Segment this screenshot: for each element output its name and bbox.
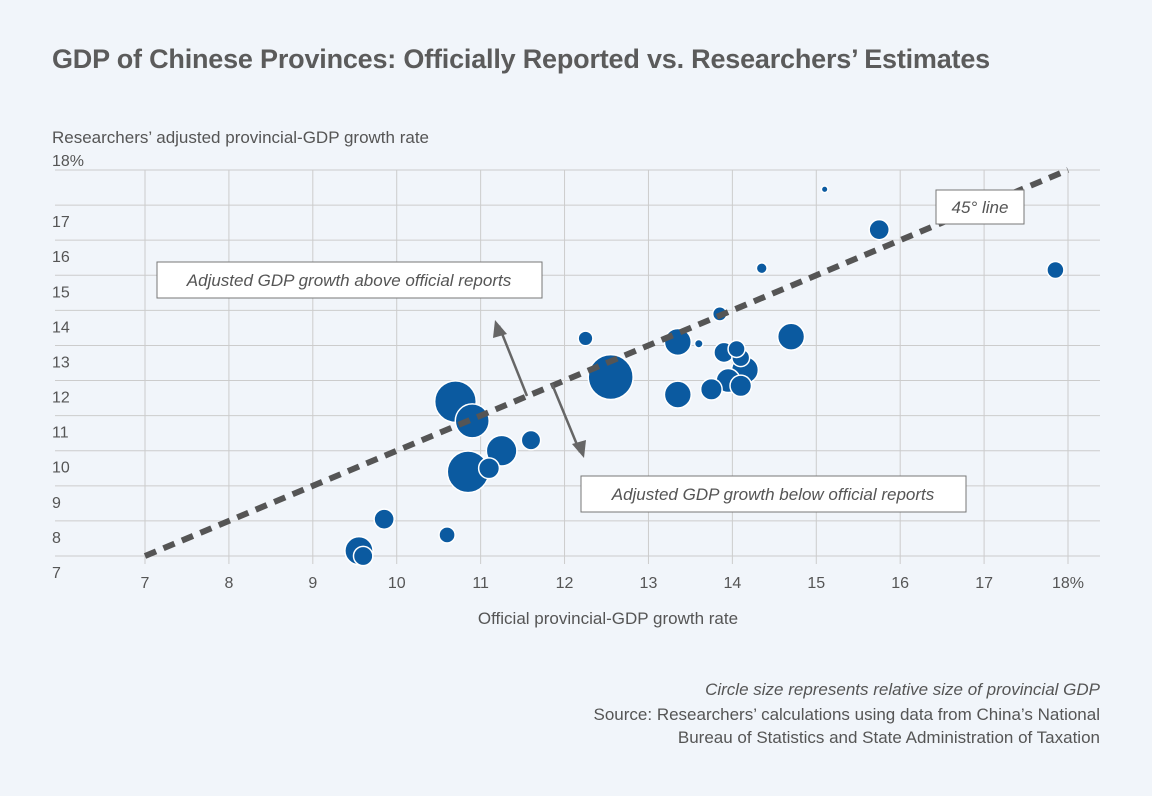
chart-title: GDP of Chinese Provinces: Officially Rep… (52, 44, 990, 74)
y-axis-label: Researchers’ adjusted provincial-GDP gro… (52, 128, 429, 147)
y-tick-label: 9 (52, 495, 61, 512)
annotation-above: Adjusted GDP growth above official repor… (156, 261, 543, 299)
y-tick-label: 18% (52, 153, 84, 170)
diagonal-label: 45° line (935, 189, 1025, 225)
y-tick-label: 8 (52, 530, 61, 547)
y-tick-label: 11 (52, 425, 69, 442)
y-tick-label: 12 (52, 390, 70, 407)
arrow-down-head (572, 440, 586, 458)
tick-labels: 7 8 9 10 11 12 13 14 15 16 17 18% 7 8 9 10 11 12 13 14 15 16 1… (52, 153, 1084, 592)
data-point (663, 380, 692, 409)
annotation-below: Adjusted GDP growth below official repor… (580, 475, 967, 513)
data-point (1046, 260, 1065, 280)
data-point (868, 218, 890, 241)
annotation-above-box (156, 261, 543, 299)
x-axis-label: Official provincial-GDP growth rate (478, 609, 738, 628)
y-tick-label: 16 (52, 249, 70, 266)
x-tick-label: 13 (640, 575, 658, 592)
data-point (729, 374, 753, 398)
x-tick-label: 9 (308, 575, 317, 592)
data-point (727, 339, 746, 359)
y-tick-label: 10 (52, 460, 70, 477)
x-tick-label: 18% (1052, 575, 1084, 592)
data-point (755, 262, 768, 275)
data-point (520, 429, 542, 451)
y-tick-label: 13 (52, 354, 70, 371)
x-tick-label: 7 (141, 575, 150, 592)
data-point (663, 327, 692, 357)
data-point (438, 526, 456, 544)
arrow-down-shaft (550, 383, 582, 453)
data-point (820, 185, 829, 194)
data-point (373, 508, 395, 530)
x-tick-label: 16 (891, 575, 909, 592)
45-degree-line (143, 167, 1070, 559)
source-line-2: Bureau of Statistics and State Administr… (677, 728, 1100, 747)
data-point (587, 353, 634, 401)
data-point (693, 338, 704, 349)
annotation-above-text: Adjusted GDP growth above official repor… (186, 271, 512, 290)
x-tick-label: 17 (975, 575, 993, 592)
data-point (776, 322, 806, 351)
y-tick-label: 17 (52, 214, 70, 231)
y-tick-label: 15 (52, 284, 70, 301)
x-tick-label: 11 (472, 575, 489, 592)
annotation-below-box (580, 475, 967, 513)
x-tick-label: 15 (807, 575, 825, 592)
diagonal-label-text: 45° line (952, 198, 1009, 217)
arrows (493, 320, 586, 458)
annotation-below-text: Adjusted GDP growth below official repor… (611, 485, 935, 504)
x-tick-label: 10 (388, 575, 406, 592)
diagonal-label-box (935, 189, 1025, 225)
data-point (477, 457, 501, 480)
bubbles (344, 185, 1065, 567)
y-tick-label: 14 (52, 319, 70, 336)
data-point (577, 330, 594, 347)
y-tick-label: 7 (52, 565, 61, 582)
data-point (352, 545, 374, 567)
x-tick-label: 12 (556, 575, 574, 592)
x-tick-label: 14 (723, 575, 741, 592)
source-line-1: Source: Researchers’ calculations using … (593, 705, 1100, 724)
arrow-up-head (493, 320, 507, 338)
data-point (699, 377, 723, 401)
x-tick-label: 8 (224, 575, 233, 592)
circle-size-note: Circle size represents relative size of … (705, 680, 1100, 699)
arrow-up-shaft (497, 325, 529, 397)
